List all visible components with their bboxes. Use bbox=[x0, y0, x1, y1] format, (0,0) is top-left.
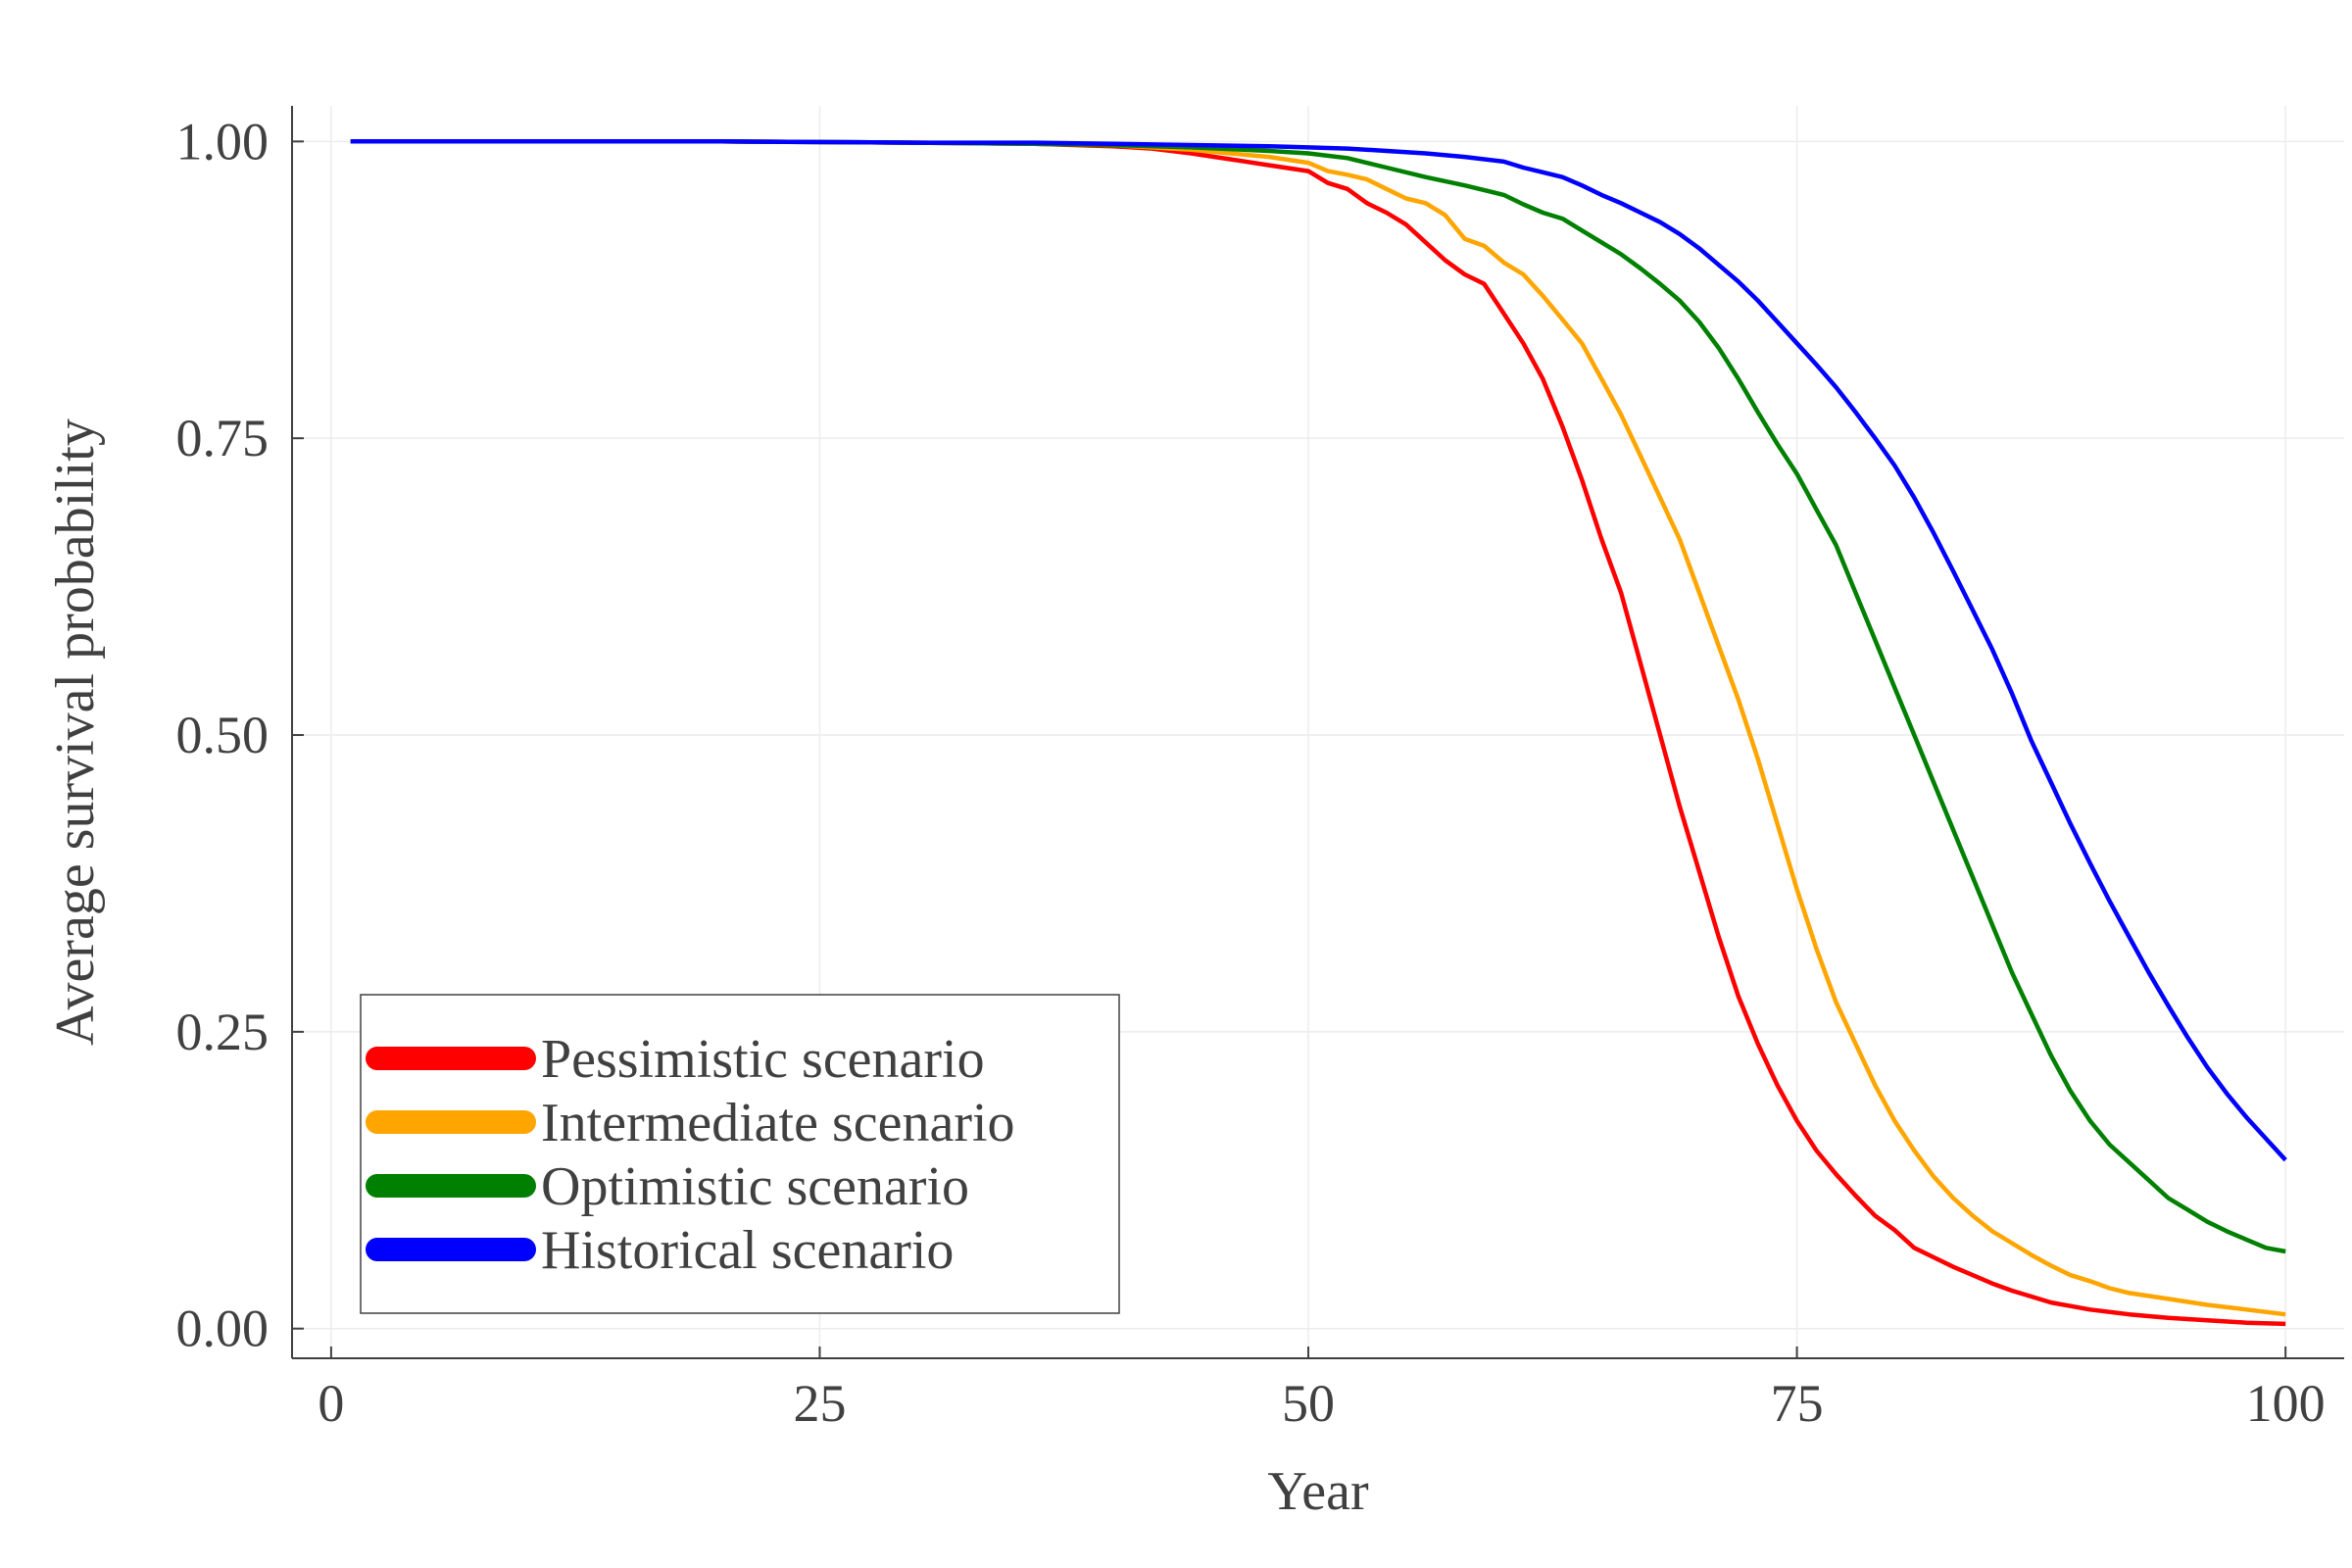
y-tick-label: 0.00 bbox=[176, 1299, 270, 1358]
y-axis-label: Average survival probability bbox=[45, 418, 106, 1046]
x-tick-label: 50 bbox=[1282, 1374, 1335, 1433]
series-line-intermediate-scenario bbox=[350, 139, 2286, 1317]
x-tick-label: 75 bbox=[1771, 1374, 1824, 1433]
series-line-pessimistic-scenario bbox=[350, 139, 2286, 1327]
x-tick-label: 100 bbox=[2246, 1374, 2326, 1433]
y-ticks: 0.00 0.25 0.50 0.75 1.00 bbox=[176, 112, 304, 1358]
x-tick-label: 25 bbox=[793, 1374, 846, 1433]
y-tick-label: 1.00 bbox=[176, 112, 270, 171]
axes bbox=[291, 106, 2344, 1359]
x-ticks: 0 25 50 75 100 bbox=[318, 1347, 2326, 1433]
y-tick-label: 0.50 bbox=[176, 706, 270, 764]
legend-label-intermediate-scenario: Intermediate scenario bbox=[541, 1093, 1015, 1153]
x-tick-label: 0 bbox=[318, 1374, 344, 1433]
y-tick-label: 0.25 bbox=[176, 1003, 270, 1061]
series-line-historical-scenario bbox=[350, 139, 2287, 1162]
y-tick-label: 0.75 bbox=[176, 409, 270, 467]
legend-label-historical-scenario: Historical scenario bbox=[541, 1220, 954, 1281]
series-line-optimistic-scenario bbox=[350, 139, 2286, 1254]
x-axis-label: Year bbox=[1267, 1461, 1369, 1522]
legend-label-pessimistic-scenario: Pessimistic scenario bbox=[541, 1029, 985, 1090]
series-lines bbox=[350, 139, 2287, 1327]
legend-label-optimistic-scenario: Optimistic scenario bbox=[541, 1156, 969, 1217]
